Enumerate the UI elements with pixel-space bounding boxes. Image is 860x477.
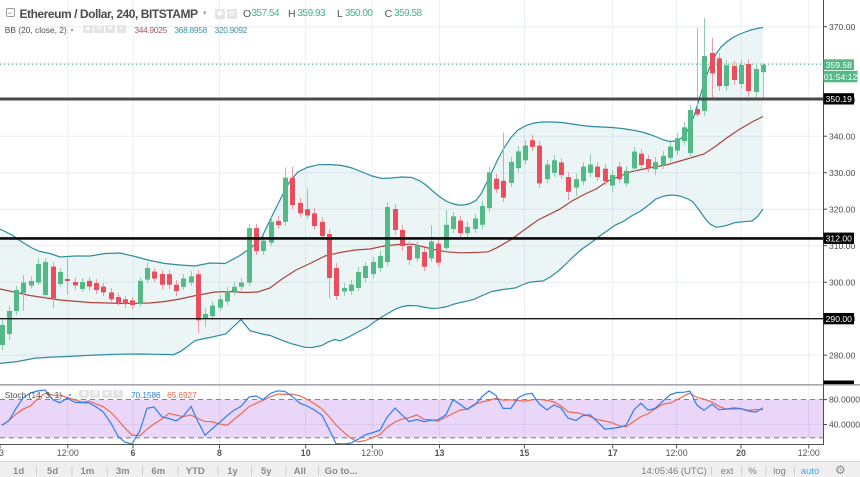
svg-text:340.00: 340.00: [829, 131, 856, 141]
svg-text:10: 10: [301, 448, 311, 458]
svg-text:300.00: 300.00: [829, 277, 856, 287]
svg-text:290.00: 290.00: [826, 314, 853, 324]
svg-text:370.00: 370.00: [829, 22, 856, 32]
svg-text:8: 8: [217, 448, 222, 458]
svg-text:80.0000: 80.0000: [829, 395, 860, 405]
svg-text:3: 3: [0, 448, 4, 458]
svg-text:40.0000: 40.0000: [829, 420, 860, 430]
svg-text:13: 13: [435, 448, 445, 458]
svg-text:17: 17: [608, 448, 618, 458]
svg-text:359.58: 359.58: [826, 60, 853, 70]
svg-text:330.00: 330.00: [829, 168, 856, 178]
svg-text:01:54:12: 01:54:12: [824, 72, 858, 82]
svg-text:12:00: 12:00: [798, 448, 820, 458]
svg-text:12:00: 12:00: [57, 448, 79, 458]
svg-text:312.00: 312.00: [826, 233, 853, 243]
svg-text:6: 6: [131, 448, 136, 458]
svg-text:350.19: 350.19: [826, 94, 853, 104]
svg-text:310.00: 310.00: [829, 241, 856, 251]
svg-text:280.00: 280.00: [829, 350, 856, 360]
svg-text:12:00: 12:00: [361, 448, 383, 458]
svg-text:20: 20: [736, 448, 746, 458]
svg-text:320.00: 320.00: [829, 204, 856, 214]
svg-text:15: 15: [520, 448, 530, 458]
svg-text:12:00: 12:00: [666, 448, 688, 458]
